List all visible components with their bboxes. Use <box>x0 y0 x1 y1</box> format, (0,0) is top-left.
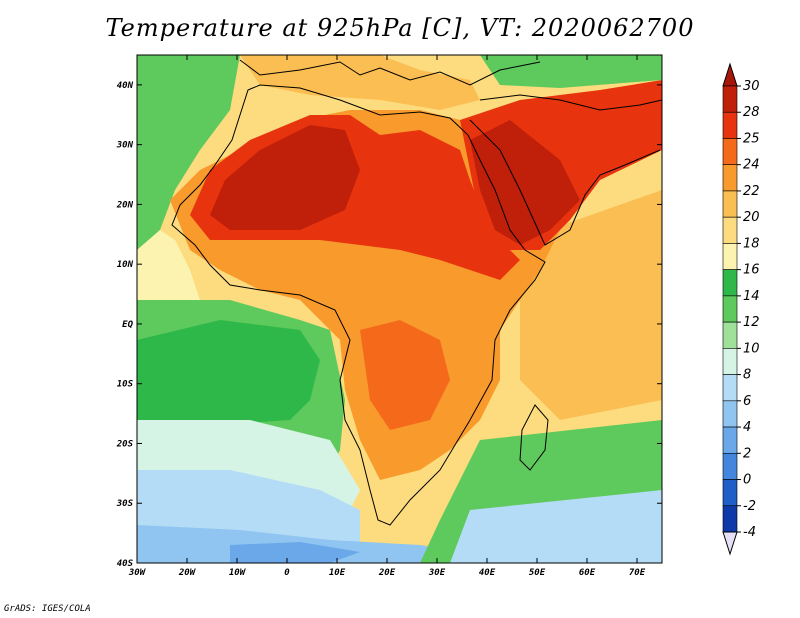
colorbar-label: 2 <box>743 446 751 461</box>
lat-tick-label: 30S <box>116 499 134 509</box>
field-sahara-hottest <box>210 125 360 230</box>
colorbar-label: 20 <box>743 210 760 225</box>
colorbar-label: 24 <box>743 158 760 173</box>
lon-tick-label: 20E <box>378 568 396 578</box>
field-atlantic-north <box>137 55 240 250</box>
field-europe-cool <box>480 55 662 88</box>
field-indian-south-cool <box>450 490 662 563</box>
colorbar-swatch <box>722 216 738 244</box>
lat-tick-label: 40N <box>117 81 134 91</box>
colorbar-label: 28 <box>743 105 760 120</box>
madagascar-coastline <box>519 404 549 471</box>
map-frame <box>136 54 663 564</box>
colorbar-swatch <box>722 426 738 454</box>
lat-tick-label: 40S <box>117 559 134 569</box>
colorbar-label: 14 <box>743 289 760 304</box>
colorbar-label: 10 <box>743 341 760 356</box>
colorbar-label: 30 <box>743 79 760 94</box>
colorbar-bottom-arrow <box>722 531 738 556</box>
colorbar-swatch <box>722 400 738 428</box>
europe-coastline <box>239 59 541 86</box>
lon-tick-label: 0 <box>284 568 290 578</box>
colorbar-label: 8 <box>743 368 751 383</box>
colorbar-swatch <box>722 190 738 218</box>
field-south-coldest <box>137 525 500 563</box>
field-mediterranean <box>240 55 480 110</box>
lat-tick-label: 10N <box>117 260 134 270</box>
africa-coastline <box>171 84 546 526</box>
lon-tick-label: 20W <box>178 568 197 578</box>
colorbar-swatch <box>722 295 738 323</box>
colorbar-swatch <box>722 111 738 139</box>
field-indian-warm <box>520 190 662 420</box>
lat-tick-label: 10S <box>117 380 134 390</box>
colorbar-swatch <box>722 479 738 507</box>
colorbar-swatch <box>722 374 738 402</box>
colorbar-swatch <box>722 85 738 113</box>
colorbar-swatch <box>722 452 738 480</box>
lat-tick-label: 20N <box>116 200 134 210</box>
chart-title: Temperature at 925hPa [C], VT: 202006270… <box>105 14 695 42</box>
lon-tick-label: 10E <box>329 568 346 578</box>
colorbar-swatch <box>722 269 738 297</box>
lon-tick-label: 50E <box>529 568 546 578</box>
colorbar-label: 4 <box>743 420 751 435</box>
colorbar-label: 12 <box>743 315 760 330</box>
lat-tick-label: EQ <box>122 320 133 330</box>
field-atlantic-south-dark <box>137 320 320 430</box>
colorbar-label: 0 <box>743 473 751 488</box>
colorbar-label: 6 <box>743 394 751 409</box>
colorbar-swatch <box>722 348 738 375</box>
credit-text: GrADS: IGES/COLA <box>4 604 91 614</box>
colorbar-label: 25 <box>743 131 760 146</box>
field-south-cold-core <box>230 542 360 563</box>
colorbar-top-arrow <box>722 62 738 87</box>
temperature-field <box>137 55 662 563</box>
colorbar-swatch <box>722 164 738 192</box>
lon-tick-label: 30E <box>428 568 446 578</box>
lon-tick-label: 60E <box>579 568 596 578</box>
colorbar-label: -2 <box>743 499 756 514</box>
colorbar-swatch <box>722 243 738 270</box>
colorbar-swatch <box>722 138 738 166</box>
lon-tick-label: 30W <box>128 568 147 578</box>
lat-tick-label: 20S <box>116 439 134 449</box>
colorbar-swatch <box>722 321 738 349</box>
arabia-coastline <box>469 94 662 246</box>
field-central-warm <box>360 320 450 430</box>
field-arabia-hottest <box>470 120 580 245</box>
colorbar-label: 18 <box>743 236 760 251</box>
lon-tick-label: 10W <box>229 568 247 578</box>
lon-tick-label: 70E <box>629 568 646 578</box>
lat-tick-label: 30N <box>116 141 134 151</box>
colorbar-label: 16 <box>743 263 760 278</box>
colorbar-swatch <box>722 505 738 533</box>
colorbar-label: -4 <box>743 525 756 540</box>
field-atlantic-north-warm <box>137 230 200 305</box>
colorbar-label: 22 <box>743 184 760 199</box>
lon-tick-label: 40E <box>479 568 496 578</box>
